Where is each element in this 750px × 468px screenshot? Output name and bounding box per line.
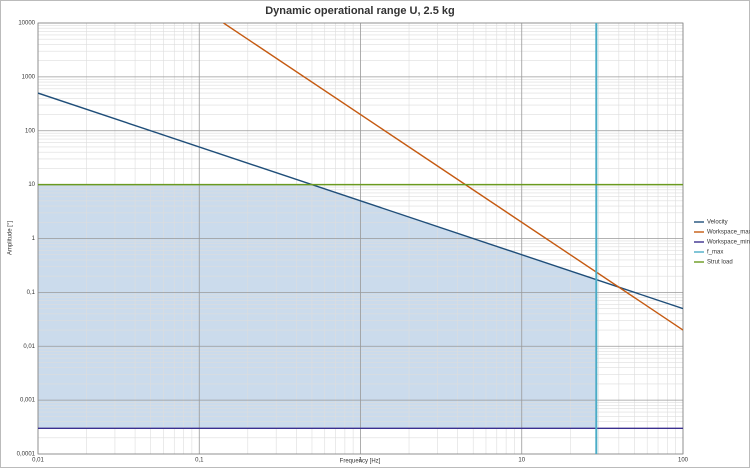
x-tick-label: 10: [518, 458, 525, 464]
y-tick-label: 0,001: [20, 398, 36, 404]
legend-label: Workspace_min: [707, 240, 750, 246]
legend-label: Strut load: [707, 260, 733, 266]
y-tick-label: 10: [28, 182, 35, 188]
operational-range: [38, 184, 597, 429]
series-line: [223, 23, 683, 331]
y-tick-label: 0,1: [27, 290, 36, 296]
y-tick-label: 0,01: [23, 344, 35, 350]
y-tick-label: 1: [32, 236, 36, 242]
y-tick-label: 100: [25, 128, 36, 134]
chart-title: Dynamic operational range U, 2.5 kg: [265, 5, 455, 17]
y-tick-label: 0,0001: [17, 452, 36, 458]
legend-label: Workspace_max: [707, 230, 750, 236]
x-tick-label: 100: [678, 458, 689, 464]
y-tick-label: 10000: [18, 21, 35, 27]
legend-label: Velocity: [707, 220, 728, 226]
x-tick-label: 0,1: [195, 458, 204, 464]
x-tick-label: 0,01: [32, 458, 44, 464]
series-line: [38, 92, 683, 310]
x-axis-label: Frequency [Hz]: [340, 459, 381, 465]
plot-border: [37, 22, 684, 455]
y-tick-label: 1000: [22, 74, 36, 80]
x-tick-label: 1: [359, 458, 363, 464]
y-axis-label: Amplitude [°]: [8, 221, 14, 255]
legend-label: f_max: [707, 250, 723, 256]
